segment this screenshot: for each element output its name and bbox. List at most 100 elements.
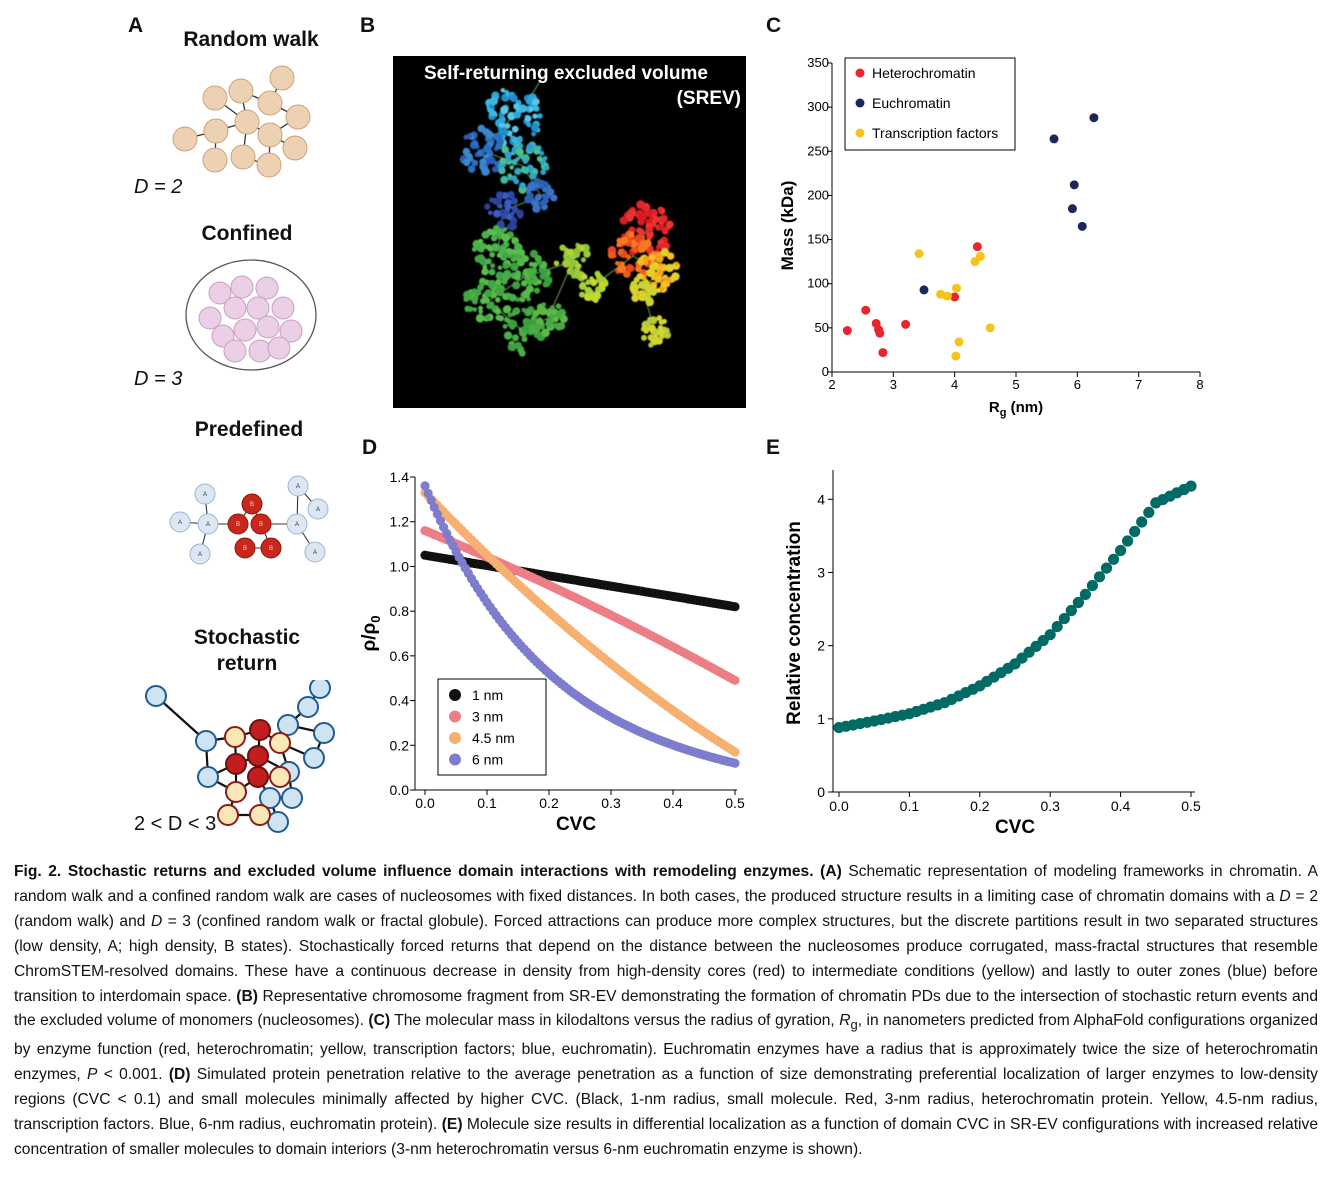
x-tick-label: 0.1 [900, 798, 920, 814]
state-a-label: A [198, 552, 202, 558]
y-tick-label: 0.6 [390, 648, 410, 664]
data-point [985, 323, 995, 333]
srev-monomer [478, 309, 484, 314]
srev-monomer [646, 269, 655, 277]
srev-monomer [506, 293, 513, 300]
data-point [1086, 580, 1098, 592]
srev-monomer [584, 294, 591, 301]
legend-box [844, 57, 1016, 151]
srev-monomer [657, 269, 664, 276]
srev-monomer [512, 334, 519, 341]
srev-monomer [658, 224, 666, 231]
panel-a-letter: A [128, 14, 144, 37]
x-axis-title: CVC [995, 817, 1035, 838]
srev-monomer [663, 242, 671, 250]
srev-monomer [481, 230, 490, 239]
srev-monomer [471, 140, 479, 148]
srev-monomer [658, 333, 665, 340]
srev-monomer [638, 273, 644, 280]
state-a-label: A [316, 507, 320, 513]
state-a-label: A [203, 492, 207, 498]
legend-label: Euchromatin [872, 95, 951, 111]
srev-monomer [505, 202, 511, 208]
y-tick-label: 1.0 [390, 558, 410, 574]
data-point [1058, 613, 1070, 625]
srev-monomer [510, 262, 519, 271]
srev-monomer [644, 239, 652, 247]
srev-monomer [649, 216, 654, 221]
srev-monomer [657, 325, 664, 331]
srev-monomer [524, 115, 532, 122]
srev-monomer [484, 289, 493, 298]
x-tick-label: 5 [1012, 377, 1019, 392]
srev-monomer [549, 305, 555, 311]
srev-monomer [504, 151, 512, 159]
srev-monomer [510, 197, 518, 205]
srev-monomer [598, 281, 605, 288]
random-walk-diagram [172, 65, 311, 178]
srev-monomer [494, 308, 502, 315]
y-tick-label: 350 [807, 55, 829, 70]
srev-monomer [618, 248, 624, 255]
srev-monomer [657, 207, 663, 213]
legend-label: Heterochromatin [872, 65, 976, 81]
srev-monomer [526, 279, 534, 286]
stochastic-return-title: Stochastic return [193, 626, 301, 675]
panel-c-letter: C [766, 14, 782, 37]
data-point [972, 242, 982, 252]
y-tick-label: 300 [807, 99, 829, 114]
x-tick-label: 8 [1196, 377, 1203, 392]
data-point [1051, 621, 1063, 633]
srev-monomer [638, 280, 647, 290]
y-tick-label: 250 [807, 143, 829, 158]
srev-monomer [644, 292, 651, 299]
srev-title: Self-returning excluded volume [424, 63, 708, 84]
y-tick-label: 0.4 [390, 693, 410, 709]
data-point [1044, 629, 1056, 641]
state-b-label: B [236, 522, 240, 528]
srev-monomer [514, 167, 522, 175]
y-tick-label: 0 [817, 784, 825, 800]
state-a-label: A [178, 520, 182, 526]
srev-monomer [524, 194, 533, 204]
state-b-label: B [250, 502, 254, 508]
srev-monomer [483, 144, 491, 152]
srev-monomer [504, 123, 511, 129]
srev-monomer [638, 293, 647, 302]
srev-monomer [660, 280, 668, 289]
srev-monomer [643, 205, 650, 212]
srev-monomer [484, 314, 491, 320]
x-tick-label: 2 [828, 377, 835, 392]
srev-monomer [498, 116, 506, 124]
srev-monomer [528, 261, 534, 267]
srev-monomer [529, 172, 537, 180]
srev-monomer [499, 247, 507, 255]
dimension-label: D = 2 [134, 176, 183, 198]
srev-monomer [466, 133, 473, 139]
x-tick-label: 0.3 [601, 795, 621, 811]
srev-monomer [537, 113, 543, 119]
srev-monomer [516, 209, 524, 218]
srev-monomer [503, 331, 513, 340]
figure-title: Stochastic returns and excluded volume i… [67, 863, 814, 880]
srev-monomer [641, 334, 647, 341]
srev-monomer [537, 260, 543, 266]
srev-monomer [581, 273, 588, 280]
srev-monomer [509, 254, 515, 259]
srev-monomer [495, 271, 504, 280]
srev-monomer [667, 252, 675, 260]
y-tick-label: 150 [807, 232, 829, 247]
srev-monomer [515, 148, 524, 157]
srev-monomer [482, 128, 490, 136]
srev-monomer [471, 246, 477, 252]
srev-monomer [527, 182, 536, 191]
srev-monomer [509, 165, 514, 170]
srev-monomer [500, 128, 509, 136]
srev-monomer [526, 122, 532, 128]
data-point [1115, 544, 1127, 557]
srev-monomer [555, 303, 562, 310]
srev-monomer [531, 199, 539, 207]
srev-monomer [511, 136, 519, 143]
srev-monomer [636, 200, 645, 210]
srev-monomer [576, 263, 582, 269]
